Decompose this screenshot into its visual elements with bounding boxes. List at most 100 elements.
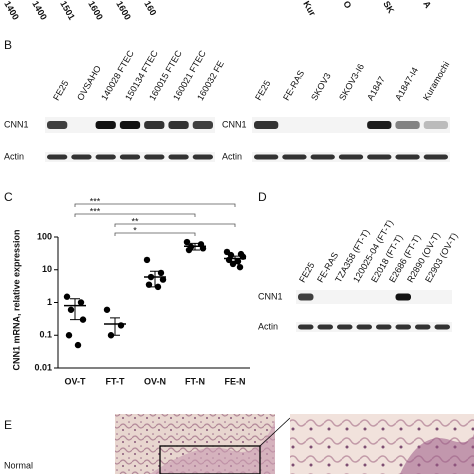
lane-label: A1847-I4: [393, 66, 420, 103]
blot-band: [95, 121, 116, 129]
blot-band: [144, 154, 165, 160]
lane-label: Kur: [301, 0, 318, 18]
blot-band: [337, 324, 353, 330]
data-point: [236, 263, 244, 271]
panel-label: B: [4, 38, 12, 52]
blot-band: [395, 324, 411, 330]
blot-band: [395, 121, 420, 129]
blot-band: [144, 121, 165, 129]
error-bar: [190, 242, 200, 251]
x-tick-label: FE-N: [225, 376, 246, 386]
data-point: [185, 246, 193, 254]
data-point: [183, 238, 191, 246]
blot-band: [47, 121, 68, 129]
blot-band: [395, 293, 411, 301]
row-label: CNN1: [4, 119, 29, 129]
significance-bracket: [74, 213, 196, 217]
error-bar: [110, 317, 120, 336]
blot-band: [395, 154, 420, 160]
blot-band: [376, 324, 392, 330]
x-tick-label: OV-T: [64, 376, 86, 386]
blot-band: [168, 154, 189, 160]
blot-band: [192, 121, 213, 129]
blot-band: [71, 154, 92, 160]
error-bar: [150, 270, 160, 288]
data-point: [227, 251, 235, 259]
blot-band: [47, 154, 68, 160]
lane-label: 1600: [114, 0, 133, 22]
blot-band: [298, 293, 314, 301]
row-label: Normal: [4, 460, 33, 470]
blot-band: [168, 121, 189, 129]
lane-label: 1501: [58, 0, 77, 22]
blot-band: [356, 324, 372, 330]
row-label: Actin: [222, 151, 242, 161]
lane-label: FE25: [297, 261, 316, 285]
data-point: [229, 260, 237, 268]
lane-label: A1847: [365, 75, 387, 103]
lane-label: 1400: [30, 0, 49, 22]
blot-band: [298, 324, 314, 330]
data-point: [74, 341, 82, 349]
tissue-region: [150, 420, 275, 474]
blot-band: [317, 324, 333, 330]
lane-label: SKOV3-I6: [337, 62, 366, 102]
y-tick-label: 100: [37, 231, 52, 241]
lane-label: SK: [381, 0, 396, 15]
significance-label: **: [131, 216, 139, 226]
error-bar: [230, 255, 240, 262]
blot-band: [310, 154, 335, 160]
data-point: [67, 306, 75, 313]
blot-band: [338, 154, 364, 160]
significance-bracket: [74, 203, 236, 207]
lane-label: O: [341, 0, 353, 10]
panel-label: C: [4, 190, 13, 204]
lane-label: FE-RAS: [281, 69, 306, 103]
x-tick-label: FT-T: [106, 376, 125, 386]
data-point: [143, 256, 151, 264]
blot-background: [296, 322, 452, 332]
blot-background: [296, 290, 452, 304]
lane-label: FE25: [51, 79, 70, 103]
significance-bracket: [114, 223, 236, 227]
error-bar: [70, 298, 80, 321]
lane-label: FE25: [253, 79, 272, 103]
data-point: [77, 299, 85, 306]
row-label: CNN1: [258, 291, 283, 301]
blot-band: [423, 121, 448, 129]
lane-label: 1400: [2, 0, 21, 22]
data-point: [63, 293, 71, 300]
data-point: [117, 322, 125, 329]
row-label: Actin: [258, 321, 278, 331]
y-tick-label: 10: [42, 264, 52, 274]
blot-band: [95, 154, 116, 160]
blot-background: [252, 117, 450, 133]
tissue-region: [400, 416, 474, 474]
zoom-box: [159, 445, 261, 474]
zoom-line: [259, 417, 291, 447]
significance-bracket: [114, 232, 196, 236]
blot-band: [192, 154, 213, 160]
data-point: [65, 332, 73, 339]
significance-label: ***: [90, 196, 101, 206]
panel-label: E: [4, 418, 12, 432]
blot-band: [254, 121, 279, 129]
x-tick-label: FT-N: [185, 376, 205, 386]
y-tick-label: 0.01: [34, 362, 52, 372]
data-point: [159, 276, 167, 283]
blot-band: [119, 121, 141, 129]
data-point: [157, 269, 165, 277]
blot-band: [423, 154, 448, 160]
significance-label: *: [133, 225, 137, 235]
row-label: Actin: [4, 151, 24, 161]
data-point: [145, 281, 153, 288]
blot-band: [119, 154, 141, 160]
lane-label: 1600: [86, 0, 105, 22]
data-point: [79, 316, 87, 323]
blot-band: [367, 154, 392, 160]
data-point: [103, 306, 111, 313]
y-tick-label: 0.1: [39, 330, 52, 340]
row-label: CNN1: [222, 119, 247, 129]
blot-band: [434, 324, 450, 330]
